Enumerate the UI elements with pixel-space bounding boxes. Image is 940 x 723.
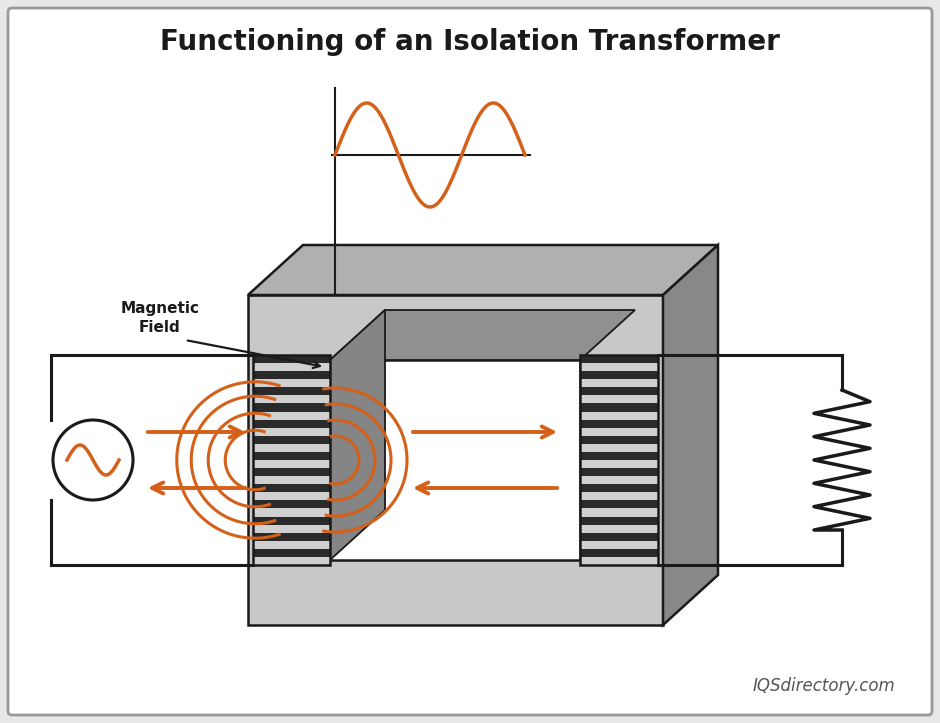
FancyBboxPatch shape [8, 8, 932, 715]
Polygon shape [253, 388, 330, 395]
Polygon shape [580, 452, 658, 460]
Polygon shape [580, 403, 658, 411]
Polygon shape [580, 516, 658, 525]
Text: IQSdirectory.com: IQSdirectory.com [752, 677, 895, 695]
Polygon shape [330, 310, 385, 560]
Polygon shape [253, 533, 330, 541]
Circle shape [53, 420, 133, 500]
Polygon shape [253, 355, 330, 363]
Polygon shape [580, 468, 658, 476]
Text: Magnetic
Field: Magnetic Field [120, 301, 199, 335]
Polygon shape [580, 355, 658, 363]
Polygon shape [248, 245, 718, 295]
Polygon shape [580, 355, 658, 565]
Polygon shape [580, 484, 658, 492]
Polygon shape [253, 549, 330, 557]
Polygon shape [580, 533, 658, 541]
Polygon shape [580, 419, 658, 428]
Polygon shape [253, 419, 330, 428]
Polygon shape [253, 355, 330, 565]
Text: Functioning of an Isolation Transformer: Functioning of an Isolation Transformer [160, 28, 780, 56]
Polygon shape [580, 436, 658, 444]
Polygon shape [330, 310, 635, 360]
Polygon shape [253, 484, 330, 492]
Polygon shape [253, 516, 330, 525]
Polygon shape [580, 388, 658, 395]
Polygon shape [253, 500, 330, 508]
Polygon shape [253, 403, 330, 411]
Polygon shape [580, 549, 658, 557]
Polygon shape [253, 468, 330, 476]
Polygon shape [663, 245, 718, 625]
Polygon shape [580, 371, 658, 380]
Polygon shape [253, 371, 330, 380]
Polygon shape [253, 436, 330, 444]
Polygon shape [248, 295, 663, 625]
Polygon shape [580, 500, 658, 508]
Polygon shape [330, 360, 580, 560]
Polygon shape [253, 452, 330, 460]
